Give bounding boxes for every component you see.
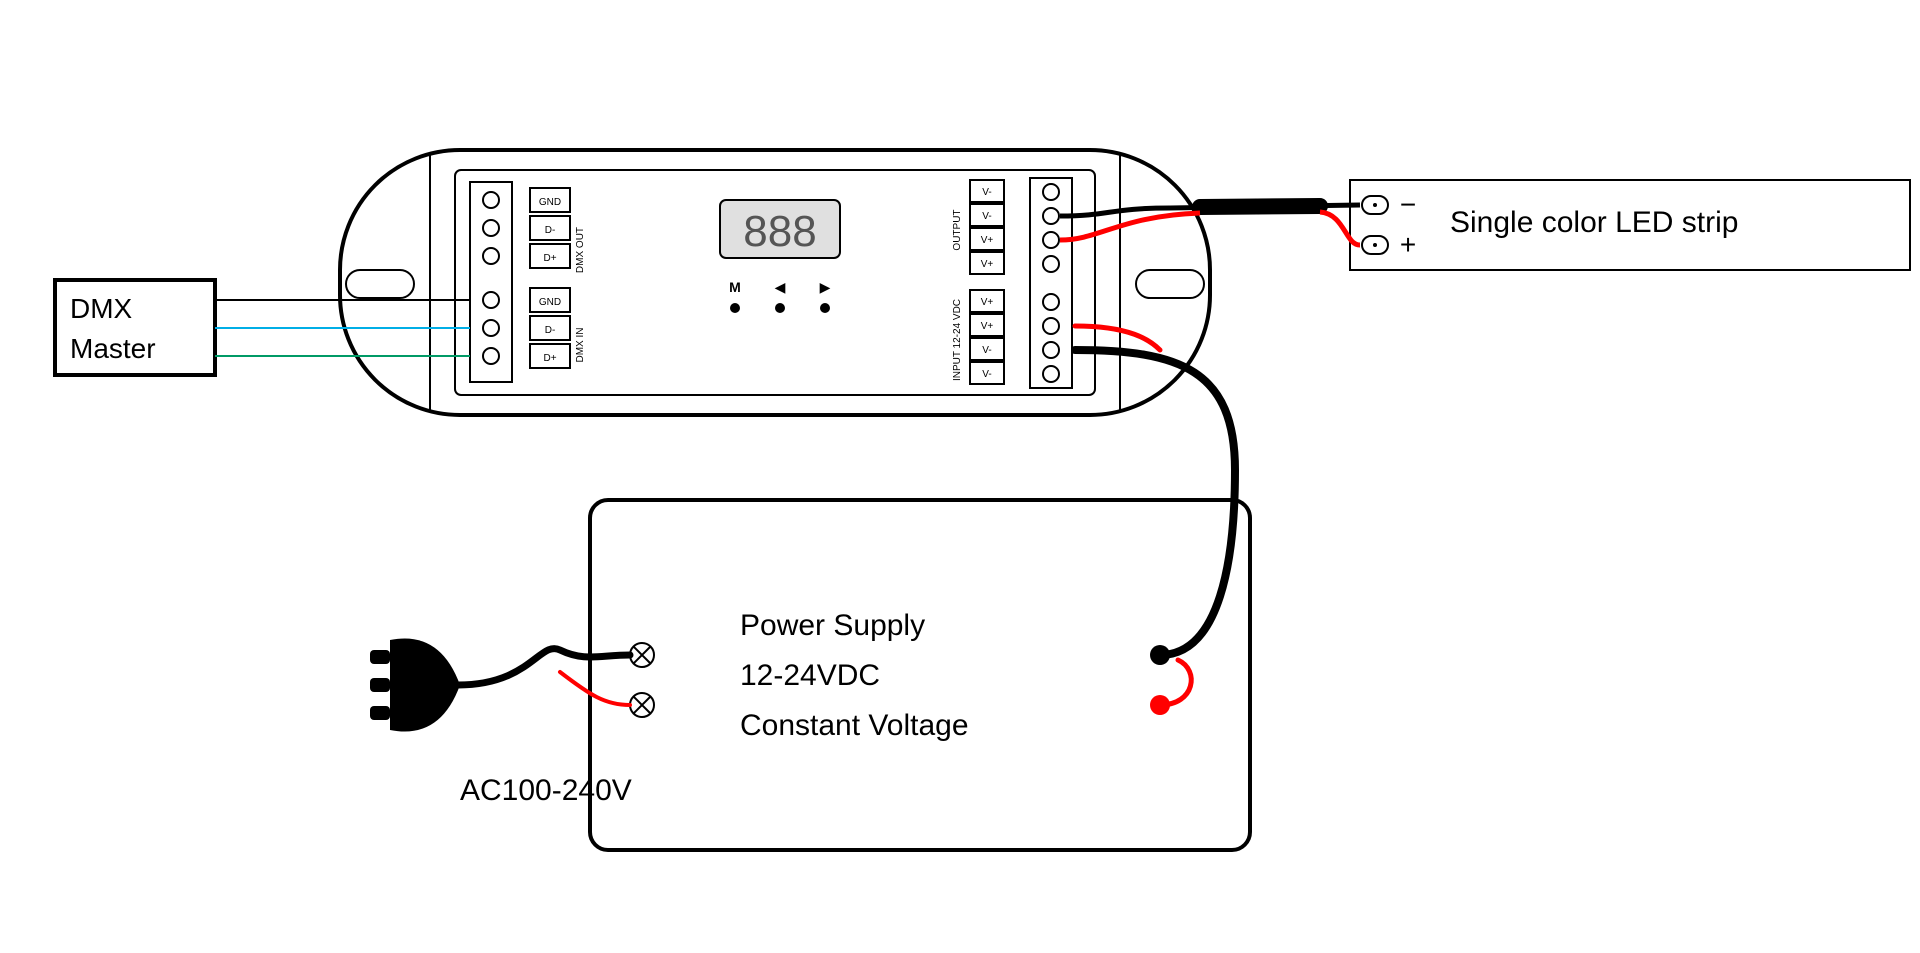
dmx-in-dminus: D- bbox=[545, 325, 556, 336]
dmx-master: DMX Master bbox=[55, 280, 215, 375]
wire-led-sleeve bbox=[1200, 206, 1320, 207]
led-strip-label: Single color LED strip bbox=[1450, 206, 1738, 239]
out-0: V- bbox=[982, 187, 991, 198]
dmx-in-labels: GND D- D+ DMX IN bbox=[530, 288, 586, 368]
decoder-buttons: M ◀ ▶ bbox=[729, 279, 830, 313]
display-value: 888 bbox=[743, 207, 816, 256]
output-title: OUTPUT bbox=[952, 209, 963, 250]
dmx-master-label-1: DMX bbox=[70, 293, 133, 324]
right-screw-column bbox=[1043, 184, 1059, 382]
psu-line1: Power Supply bbox=[740, 609, 925, 642]
psu-line2: 12-24VDC bbox=[740, 659, 880, 692]
dmx-in-dplus: D+ bbox=[543, 353, 556, 364]
wiring-diagram: GND D- D+ DMX OUT GND D- D+ DMX IN 888 M… bbox=[0, 0, 1920, 953]
output-labels: V- V- V+ V+ OUTPUT bbox=[952, 180, 1004, 274]
in-1: V+ bbox=[981, 321, 994, 332]
ac-label: AC100-240V bbox=[460, 774, 632, 807]
power-supply: Power Supply 12-24VDC Constant Voltage bbox=[590, 500, 1250, 850]
button-left-label: ◀ bbox=[775, 279, 786, 295]
led-strip: − + Single color LED strip bbox=[1350, 180, 1910, 270]
dmx-decoder: GND D- D+ DMX OUT GND D- D+ DMX IN 888 M… bbox=[340, 150, 1210, 415]
left-screw-column bbox=[483, 192, 499, 364]
button-m-label: M bbox=[729, 279, 741, 295]
dmx-out-dplus: D+ bbox=[543, 253, 556, 264]
wire-ac-black bbox=[458, 649, 630, 685]
out-1: V- bbox=[982, 211, 991, 222]
in-3: V- bbox=[982, 369, 991, 380]
dmx-master-label-2: Master bbox=[70, 333, 156, 364]
wire-ac-red bbox=[560, 672, 630, 705]
input-labels: V+ V+ V- V- INPUT 12-24 VDC bbox=[952, 290, 1004, 384]
out-3: V+ bbox=[981, 259, 994, 270]
dmx-in-title: DMX IN bbox=[575, 328, 586, 363]
in-0: V+ bbox=[981, 297, 994, 308]
dmx-out-gnd: GND bbox=[539, 197, 561, 208]
psu-line3: Constant Voltage bbox=[740, 709, 969, 742]
dmx-in-gnd: GND bbox=[539, 297, 561, 308]
dmx-out-title: DMX OUT bbox=[575, 227, 586, 273]
in-2: V- bbox=[982, 345, 991, 356]
dmx-out-dminus: D- bbox=[545, 225, 556, 236]
led-plus: + bbox=[1400, 229, 1416, 260]
input-title: INPUT 12-24 VDC bbox=[952, 299, 963, 381]
led-minus: − bbox=[1400, 189, 1416, 220]
out-2: V+ bbox=[981, 235, 994, 246]
button-right-label: ▶ bbox=[820, 279, 831, 295]
wire-led-plus-b bbox=[1320, 212, 1360, 245]
dmx-out-labels: GND D- D+ DMX OUT bbox=[530, 188, 586, 273]
seven-segment-display: 888 bbox=[720, 200, 840, 258]
